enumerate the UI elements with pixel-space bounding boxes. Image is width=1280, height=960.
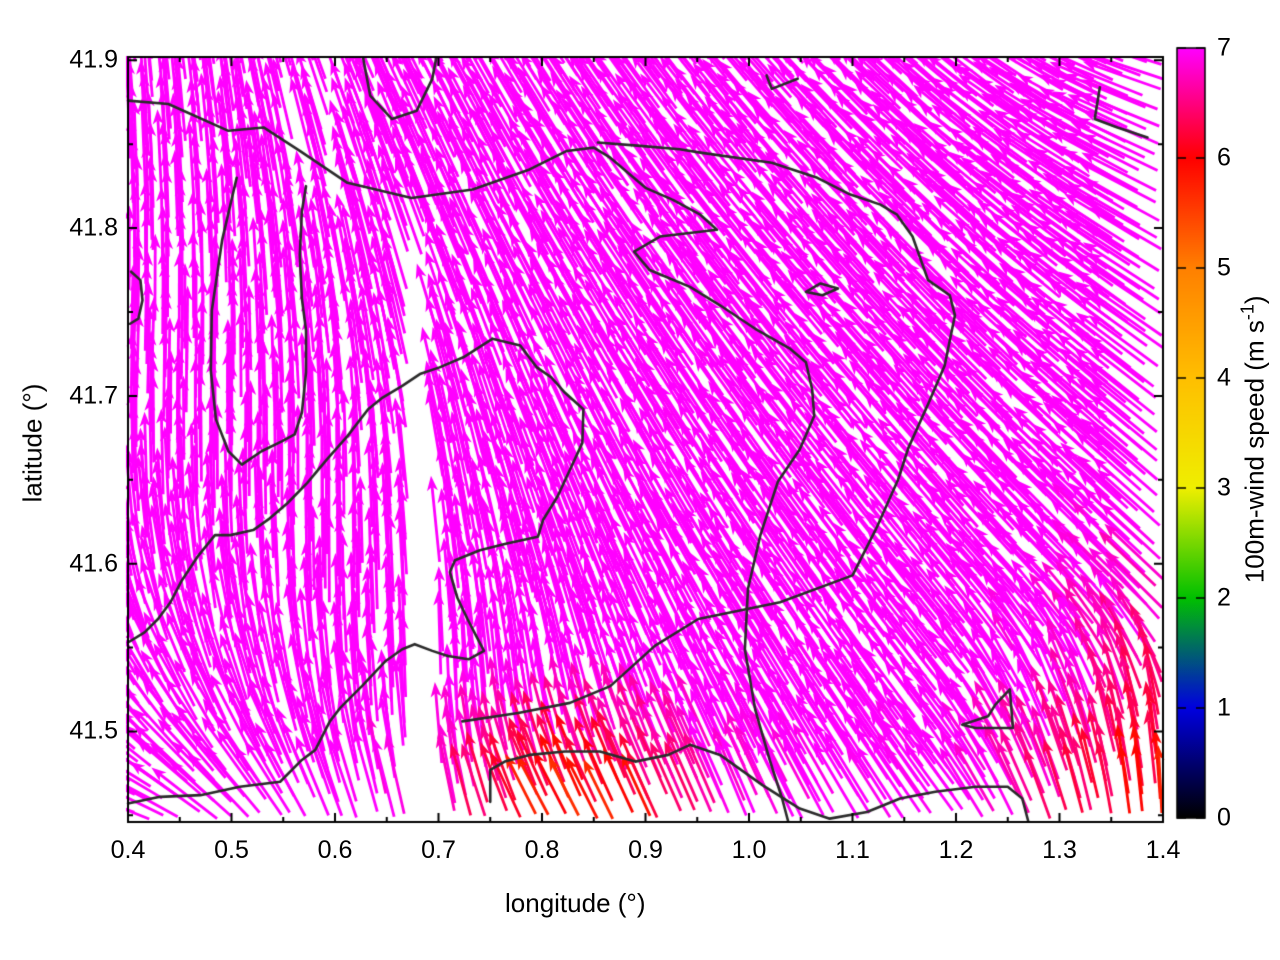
x-tick-label: 0.5 [214, 836, 249, 864]
colorbar-label-close: ) [1239, 295, 1270, 305]
colorbar-label-main: 100m-wind speed (m s [1239, 320, 1270, 584]
x-tick-label: 1.1 [835, 836, 870, 864]
x-axis-label: longitude (°) [505, 888, 646, 918]
y-tick-label: 41.5 [69, 716, 118, 745]
y-tick-label: 41.9 [69, 45, 118, 74]
x-tick-label: 1.2 [938, 836, 974, 864]
y-axis-label: latitude (°) [17, 383, 48, 503]
colorbar-tick-label: 1 [1217, 693, 1231, 722]
colorbar-tick-label: 6 [1217, 143, 1231, 172]
y-tick-label: 41.6 [69, 549, 118, 578]
colorbar-label-superscript: -1 [1237, 304, 1258, 321]
x-tick-label: 1.3 [1042, 836, 1077, 864]
colorbar-tick-label: 0 [1217, 803, 1231, 832]
x-tick-label: 0.4 [110, 836, 146, 864]
colorbar-tick-label: 4 [1217, 363, 1231, 392]
colorbar-tick-label: 2 [1217, 583, 1231, 612]
y-tick-label: 41.8 [69, 213, 118, 242]
colorbar-label: 100m-wind speed (m s-1) [1237, 294, 1270, 584]
x-tick-label: 0.6 [317, 836, 353, 864]
colorbar-tick-label: 7 [1217, 33, 1231, 62]
y-tick-label: 41.7 [69, 381, 118, 410]
colorbar-tick-label: 5 [1217, 253, 1231, 282]
colorbar-tick-label: 3 [1217, 473, 1231, 502]
x-tick-label: 1.4 [1145, 836, 1181, 864]
x-tick-label: 0.8 [524, 836, 560, 864]
x-tick-label: 1.0 [731, 836, 767, 864]
x-tick-label: 0.9 [628, 836, 663, 864]
x-tick-label: 0.7 [421, 836, 456, 864]
